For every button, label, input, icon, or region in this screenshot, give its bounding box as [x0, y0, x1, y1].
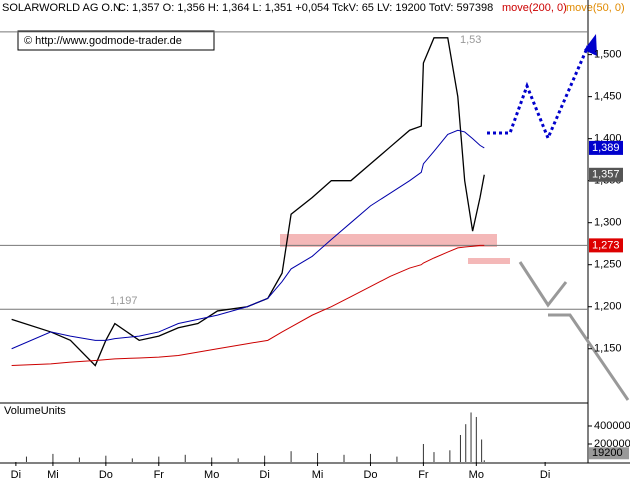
x-tick-label: Di — [540, 469, 550, 481]
volume-bar — [264, 455, 266, 462]
volume-last: 19200 — [592, 447, 623, 459]
y-tick-label: 1,150 — [594, 343, 622, 355]
volume-bar — [465, 424, 467, 462]
volume-bar — [470, 412, 472, 462]
price-label: 1,389 — [592, 142, 620, 154]
y-tick-label: 1,500 — [594, 49, 622, 61]
x-tick-label: Mo — [469, 469, 484, 481]
x-tick-label: Mi — [312, 469, 324, 481]
x-tick-label: Di — [259, 469, 269, 481]
copyright: © http://www.godmode-trader.de — [24, 35, 182, 47]
level-label: 1,53 — [460, 34, 481, 46]
volume-bar — [481, 439, 483, 462]
forecast-up — [487, 45, 590, 142]
legend-entry: move(50, 0) — [566, 2, 625, 14]
volume-bar — [449, 450, 451, 462]
volume-bar — [459, 434, 461, 462]
volume-bar — [433, 452, 435, 462]
volume-bar — [343, 454, 345, 462]
x-tick-label: Di — [11, 469, 21, 481]
x-tick-label: Mi — [47, 469, 59, 481]
price-label-box — [589, 140, 623, 155]
level-label: 1,197 — [110, 295, 138, 307]
price-label-box — [589, 238, 623, 253]
volume-tick-label: 400000 — [594, 420, 630, 432]
volume-bar — [184, 454, 186, 462]
title: SOLARWORLD AG O.N. — [2, 2, 124, 14]
x-tick-label: Mo — [204, 469, 219, 481]
forecast-arrow — [584, 34, 597, 56]
volume-bar — [105, 455, 107, 462]
price-label: 1,273 — [592, 239, 620, 251]
forecast-down — [518, 261, 630, 401]
volume-bar — [369, 453, 371, 462]
volume-tick-label: 200000 — [594, 438, 630, 450]
y-tick-label: 1,450 — [594, 91, 622, 103]
volume-bar — [317, 452, 319, 462]
x-tick-label: Do — [99, 469, 113, 481]
volume-bar — [158, 456, 160, 462]
x-tick-label: Fr — [154, 469, 165, 481]
y-tick-label: 1,300 — [594, 217, 622, 229]
series-line — [11, 37, 485, 367]
series-line — [11, 244, 485, 367]
series-line — [11, 129, 485, 350]
volume-last-box — [589, 447, 629, 460]
volume-bar — [475, 416, 477, 462]
volume-bar — [25, 456, 27, 462]
price-label: 1,357 — [592, 169, 620, 181]
volume-bar — [131, 458, 133, 462]
legend-entry: move(200, 0) — [502, 2, 567, 14]
volume-bar — [396, 456, 398, 462]
volume-bar — [483, 460, 485, 462]
quote: C: 1,357 O: 1,356 H: 1,364 L: 1,351 +0,0… — [118, 2, 493, 14]
y-tick-label: 1,250 — [594, 259, 622, 271]
volume-bar — [290, 451, 292, 462]
volume-bar — [237, 458, 239, 462]
volume-label: VolumeUnits — [4, 405, 66, 417]
volume-bar — [78, 457, 80, 462]
support-zone — [468, 258, 510, 264]
price-label-box — [589, 167, 623, 182]
x-tick-label: Fr — [418, 469, 429, 481]
volume-bar — [422, 443, 424, 462]
volume-bar — [52, 453, 54, 462]
volume-bar — [211, 457, 213, 462]
copyright-box — [17, 30, 215, 51]
y-tick-label: 1,200 — [594, 301, 622, 313]
x-tick-label: Do — [363, 469, 377, 481]
